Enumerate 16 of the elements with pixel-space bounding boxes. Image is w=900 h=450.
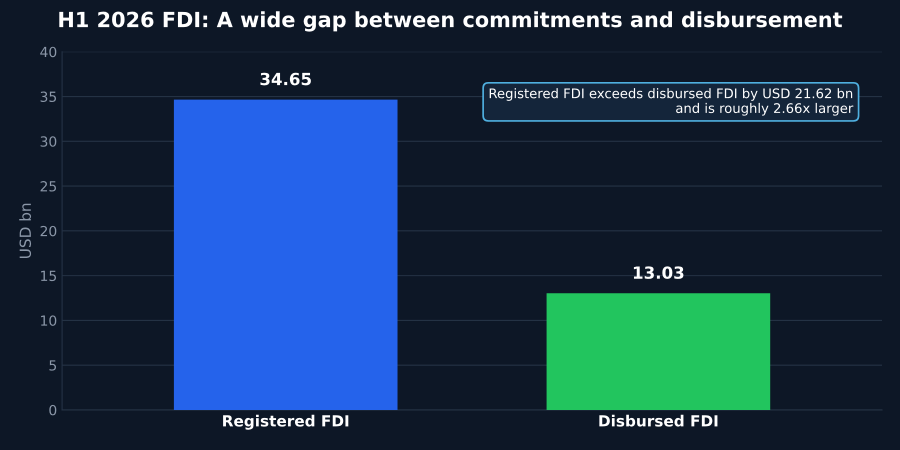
y-tick-label: 25 <box>40 181 56 192</box>
y-tick-label: 0 <box>49 404 56 416</box>
x-tick-label: Registered FDI <box>223 414 348 430</box>
annotation: Registered FDI exceeds disbursed FDI by USD 21.62 bn and is roughly 2.66x larger <box>490 88 854 116</box>
y-tick-label: 35 <box>40 91 56 102</box>
y-axis-title: USD bn <box>19 204 32 258</box>
y-tick-label: 10 <box>41 315 56 326</box>
y-tick-label: 15 <box>41 270 56 282</box>
data-label: 34.65 <box>260 72 311 86</box>
y-tick-label: 40 <box>40 46 56 58</box>
y-tick-label: 5 <box>49 360 56 371</box>
data-label: 13.03 <box>634 266 684 279</box>
chart-title: H1 2026 FDI: A wide gap between commitments and disbursement <box>59 11 842 32</box>
x-tick-label: Disbursed FDI <box>599 414 718 427</box>
y-tick-label: 20 <box>40 226 56 236</box>
y-tick-label: 30 <box>40 136 56 147</box>
